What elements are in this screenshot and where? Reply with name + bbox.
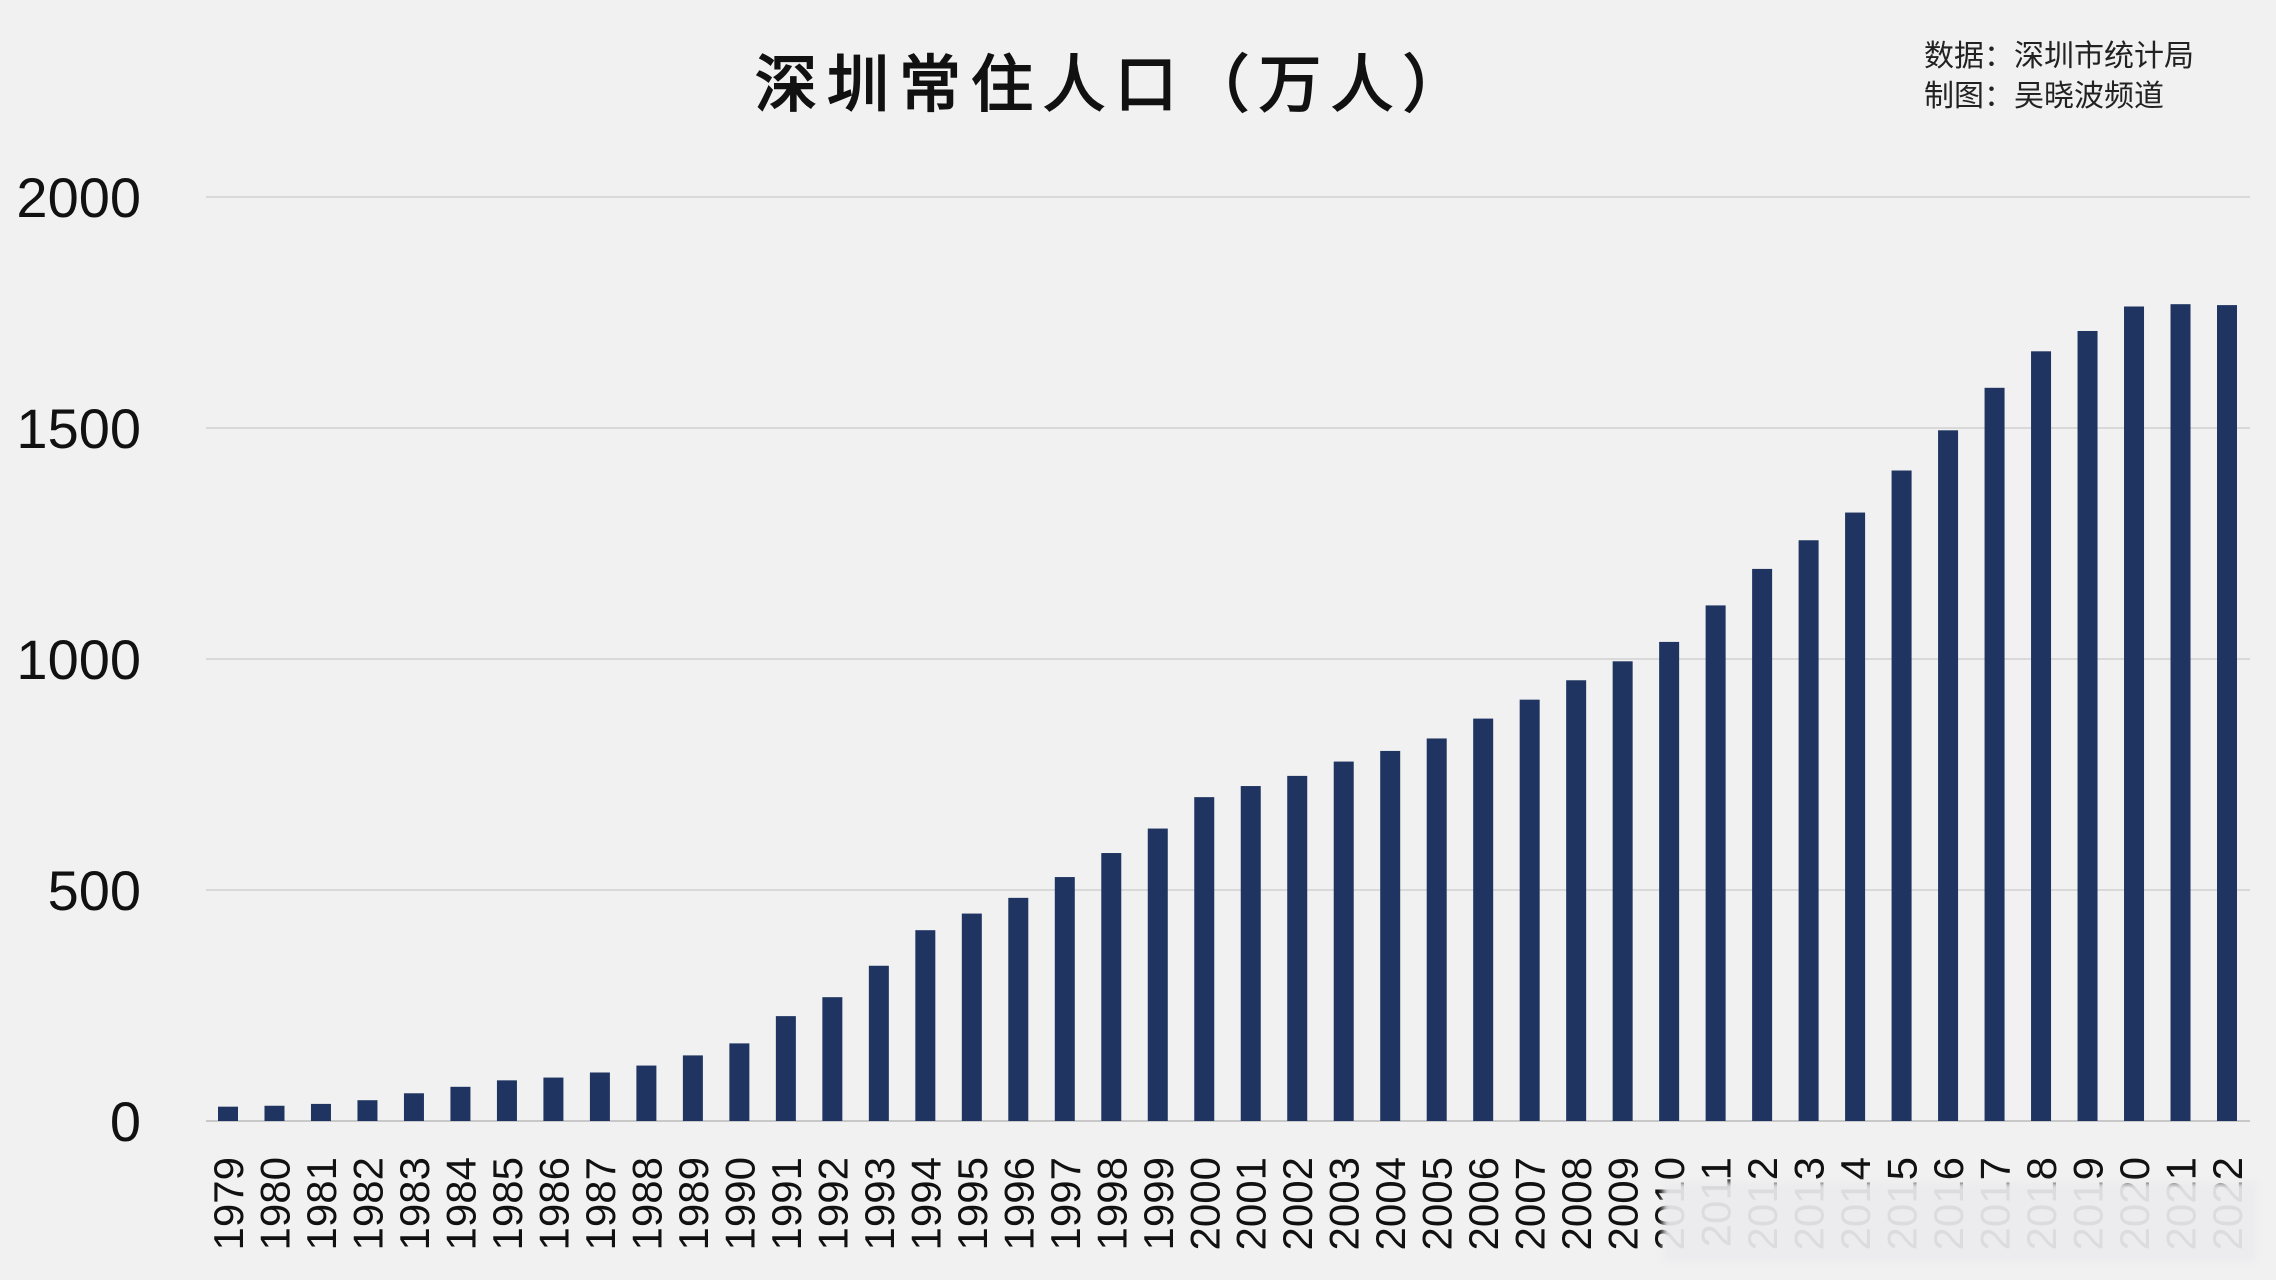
bar-2022: [2217, 305, 2237, 1121]
bar-1990: [729, 1043, 750, 1121]
x-tick-label: 1993: [856, 1157, 903, 1250]
x-tick-label: 1980: [251, 1157, 298, 1250]
bar-1992: [822, 997, 843, 1121]
bar-2003: [1333, 761, 1354, 1121]
x-tick-label: 2004: [1367, 1157, 1414, 1250]
bar-1984: [450, 1086, 471, 1121]
bar-1985: [496, 1080, 517, 1121]
bar-1987: [589, 1072, 610, 1121]
x-tick-label: 1983: [391, 1157, 438, 1250]
y-tick-label: 0: [110, 1090, 141, 1153]
x-tick-label: 2005: [1414, 1157, 1461, 1250]
x-tick-label: 1995: [949, 1157, 996, 1250]
bar-1980: [264, 1105, 285, 1121]
bar-1986: [543, 1077, 564, 1121]
bar-2012: [1752, 568, 1773, 1121]
x-tick-label: 1982: [344, 1157, 391, 1250]
bar-1995: [961, 913, 982, 1121]
y-tick-label: 500: [48, 859, 141, 922]
x-tick-label: 1997: [1042, 1157, 1089, 1250]
x-tick-label: 1991: [763, 1157, 810, 1250]
y-tick-label: 1000: [16, 628, 141, 691]
bar-1983: [403, 1093, 424, 1121]
bar-1988: [636, 1065, 657, 1121]
bar-2014: [1845, 512, 1866, 1121]
x-tick-label: 2000: [1181, 1157, 1228, 1250]
x-tick-label: 2009: [1600, 1157, 1647, 1250]
x-tick-label: 1992: [809, 1157, 856, 1250]
bar-1998: [1101, 853, 1122, 1121]
bar-1989: [682, 1055, 703, 1121]
watermark-blur: [1663, 1182, 2256, 1262]
bar-2002: [1287, 775, 1308, 1121]
x-tick-label: 2003: [1321, 1157, 1368, 1250]
bar-2020: [2124, 306, 2145, 1121]
x-tick-label: 2006: [1460, 1157, 1507, 1250]
bar-1991: [775, 1016, 796, 1121]
x-tick-label: 1989: [670, 1157, 717, 1250]
bar-2001: [1240, 786, 1261, 1121]
bar-2004: [1380, 750, 1401, 1121]
x-tick-label: 1996: [995, 1157, 1042, 1250]
bar-2007: [1519, 699, 1540, 1121]
chart-title: 深圳常住人口（万人）: [755, 48, 1475, 121]
bar-2013: [1798, 540, 1819, 1121]
x-tick-label: 1979: [205, 1157, 252, 1250]
bar-2008: [1566, 680, 1587, 1121]
bar-2005: [1426, 738, 1447, 1121]
x-tick-label: 1987: [577, 1157, 624, 1250]
x-tick-label: 1986: [530, 1157, 577, 1250]
x-tick-label: 2008: [1553, 1157, 1600, 1250]
bar-1994: [915, 930, 936, 1121]
x-tick-label: 1994: [902, 1157, 949, 1250]
bar-2018: [2031, 351, 2052, 1122]
x-tick-label: 1985: [484, 1157, 531, 1250]
bar-2010: [1659, 641, 1680, 1121]
bar-2019: [2077, 330, 2098, 1122]
bar-1996: [1008, 897, 1029, 1121]
x-tick-label: 1988: [623, 1157, 670, 1250]
x-tick-label: 1998: [1088, 1157, 1135, 1250]
bar-1982: [357, 1100, 378, 1121]
bar-1993: [868, 965, 889, 1121]
bar-2000: [1194, 797, 1215, 1121]
x-tick-label: 1981: [298, 1157, 345, 1250]
x-tick-label: 1990: [716, 1157, 763, 1250]
y-tick-label: 2000: [16, 166, 141, 229]
source-note: 数据：深圳市统计局: [1924, 39, 2194, 74]
bar-2006: [1473, 718, 1494, 1121]
x-tick-label: 2001: [1228, 1157, 1275, 1250]
x-tick-label: 1999: [1135, 1157, 1182, 1250]
x-tick-label: 2002: [1274, 1157, 1321, 1250]
bar-2015: [1891, 470, 1912, 1121]
y-tick-label: 1500: [16, 397, 141, 460]
author-note: 制图：吴晓波频道: [1924, 79, 2164, 114]
bar-1981: [310, 1103, 331, 1121]
bar-2016: [1938, 430, 1959, 1121]
bar-2011: [1705, 605, 1726, 1121]
bar-1999: [1147, 828, 1168, 1121]
bar-1997: [1054, 877, 1075, 1121]
bar-2009: [1612, 661, 1633, 1121]
bar-2021: [2170, 304, 2191, 1122]
x-tick-label: 2007: [1507, 1157, 1554, 1250]
bar-2017: [1984, 387, 2005, 1121]
x-tick-label: 1984: [437, 1157, 484, 1250]
bar-1979: [218, 1106, 238, 1121]
